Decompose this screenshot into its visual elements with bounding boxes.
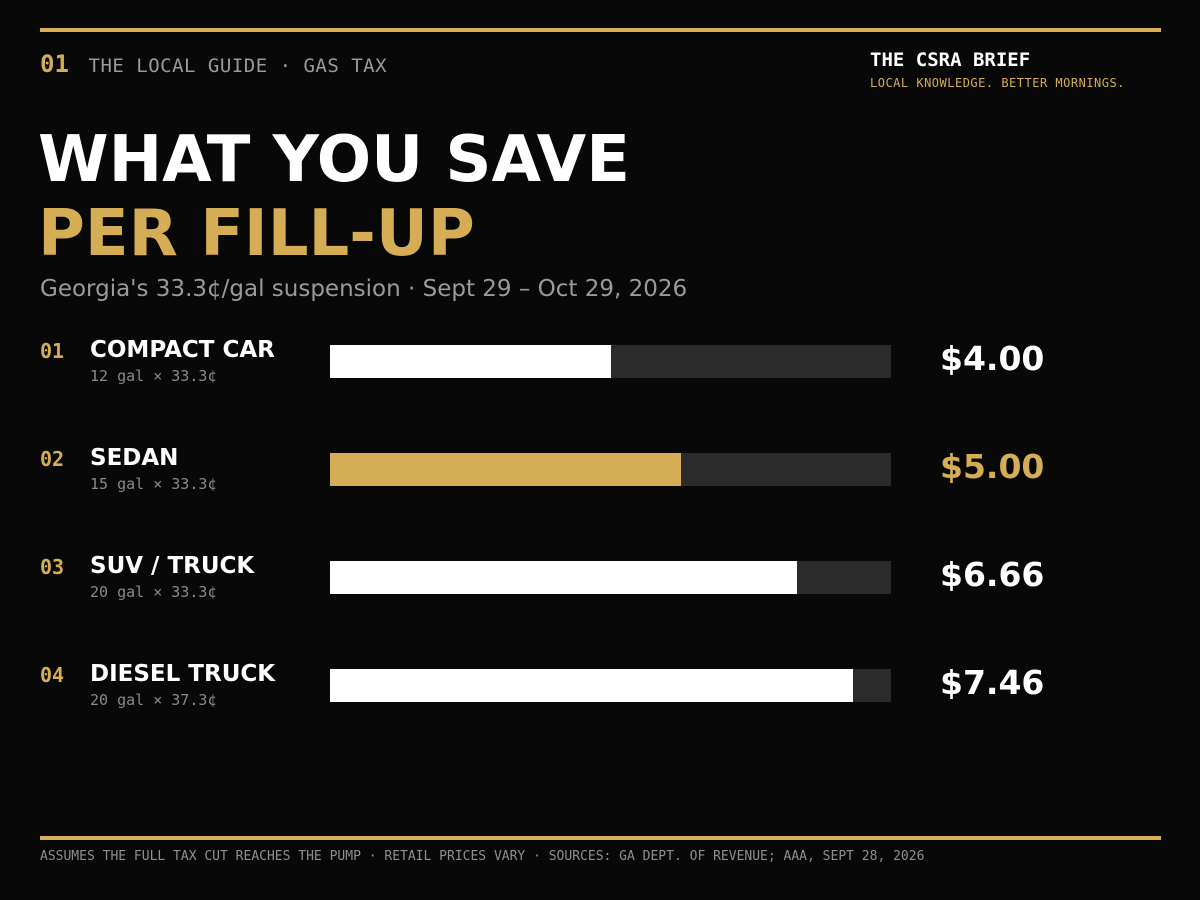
bar-index: 03 [40, 555, 65, 579]
section-kicker: 01 THE LOCAL GUIDE · GAS TAX [40, 50, 387, 78]
bar-index: 01 [40, 339, 65, 363]
bar-index: 04 [40, 663, 65, 687]
bar-track [330, 345, 891, 378]
bar-track [330, 669, 891, 702]
bar-track [330, 561, 891, 594]
bar-label: COMPACT CAR [90, 337, 275, 363]
bar-track [330, 453, 891, 486]
bar-label: SEDAN [90, 445, 179, 471]
top-rule [40, 28, 1161, 32]
section-number: 01 [40, 50, 69, 78]
brand-name: THE CSRA BRIEF [870, 49, 1031, 71]
bar-row: 04 DIESEL TRUCK 20 gal × 37.3¢ $7.46 [0, 661, 1200, 753]
footer-note: ASSUMES THE FULL TAX CUT REACHES THE PUM… [40, 849, 925, 864]
bar-note: 15 gal × 33.3¢ [90, 475, 217, 493]
bar-row: 02 SEDAN 15 gal × 33.3¢ $5.00 [0, 445, 1200, 537]
brand-tagline: LOCAL KNOWLEDGE. BETTER MORNINGS. [870, 76, 1125, 90]
chart-title: WHAT YOU SAVE [38, 123, 630, 197]
bar-label: SUV / TRUCK [90, 553, 255, 579]
bar-value-label: $7.46 [940, 663, 1045, 702]
bar-fill [330, 669, 853, 702]
bar-value-label: $5.00 [940, 447, 1045, 486]
bar-row: 01 COMPACT CAR 12 gal × 33.3¢ $4.00 [0, 337, 1200, 429]
bar-note: 12 gal × 33.3¢ [90, 367, 217, 385]
section-label: THE LOCAL GUIDE · GAS TAX [88, 55, 388, 77]
bar-value-label: $6.66 [940, 555, 1045, 594]
bar-note: 20 gal × 33.3¢ [90, 583, 217, 601]
bar-fill [330, 561, 797, 594]
brand-block: THE CSRA BRIEF LOCAL KNOWLEDGE. BETTER M… [870, 49, 1125, 90]
bar-index: 02 [40, 447, 65, 471]
bar-row: 03 SUV / TRUCK 20 gal × 33.3¢ $6.66 [0, 553, 1200, 645]
bar-note: 20 gal × 37.3¢ [90, 691, 217, 709]
bar-label: DIESEL TRUCK [90, 661, 276, 687]
chart-title-line2: PER FILL-UP [38, 197, 475, 271]
bar-fill [330, 453, 681, 486]
chart-subtitle: Georgia's 33.3¢/gal suspension · Sept 29… [40, 276, 688, 302]
bar-fill [330, 345, 611, 378]
bar-value-label: $4.00 [940, 339, 1045, 378]
bottom-rule [40, 836, 1161, 840]
